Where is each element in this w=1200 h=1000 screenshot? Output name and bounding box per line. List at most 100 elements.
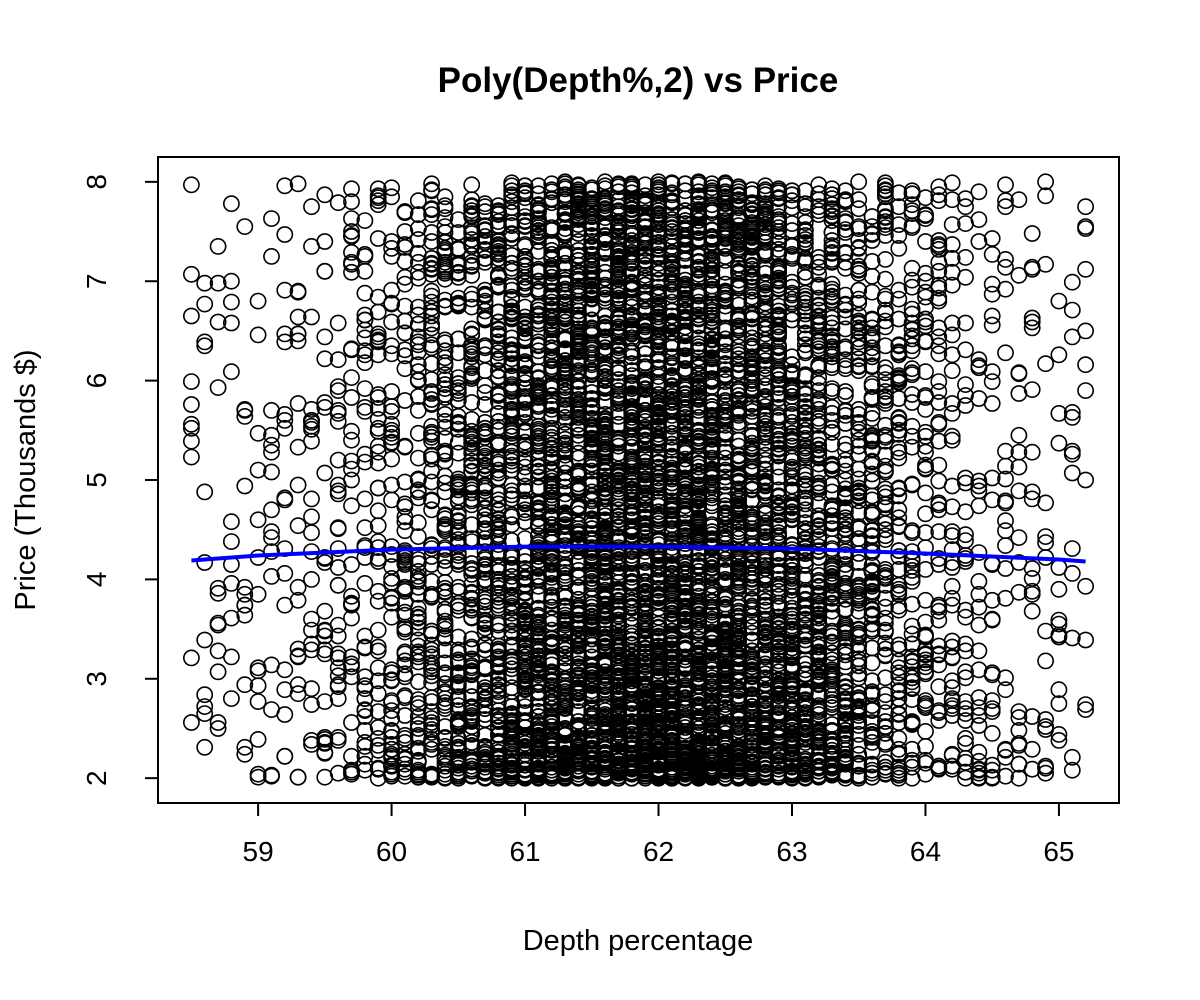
data-point <box>463 725 481 742</box>
data-point <box>276 706 294 723</box>
data-point <box>449 678 467 696</box>
data-point <box>396 297 414 315</box>
data-point <box>209 274 227 292</box>
data-point <box>343 471 360 489</box>
data-point <box>303 490 320 508</box>
data-point <box>449 641 467 659</box>
data-point <box>423 175 440 193</box>
data-point <box>343 587 360 605</box>
data-point <box>222 513 240 531</box>
data-point <box>182 415 200 433</box>
data-point <box>409 192 427 210</box>
data-point <box>409 573 427 590</box>
data-point <box>343 747 360 765</box>
data-point <box>463 320 481 338</box>
data-point <box>303 610 320 628</box>
data-point <box>343 452 360 470</box>
data-point <box>489 670 507 688</box>
data-point <box>329 764 347 782</box>
data-point <box>369 479 387 497</box>
data-point <box>263 568 280 585</box>
data-point <box>369 399 387 417</box>
data-point <box>316 186 334 204</box>
data-point <box>196 483 214 501</box>
data-point <box>249 585 267 603</box>
data-point <box>329 690 347 707</box>
data-point <box>303 198 320 216</box>
data-point <box>396 473 414 491</box>
data-point <box>489 327 507 345</box>
data-point <box>409 528 427 545</box>
data-point <box>263 463 280 481</box>
data-point <box>356 445 374 463</box>
data-point <box>356 519 374 537</box>
data-point <box>263 436 280 454</box>
data-point <box>236 606 254 624</box>
data-point <box>463 394 481 411</box>
data-point <box>436 297 454 315</box>
data-point <box>383 421 400 439</box>
data-point <box>396 730 414 747</box>
data-point <box>449 544 467 561</box>
data-point <box>343 648 360 666</box>
data-point <box>236 738 254 756</box>
data-point <box>409 605 427 623</box>
data-point <box>476 311 494 329</box>
data-point <box>463 365 481 383</box>
data-point <box>182 396 200 413</box>
data-point <box>409 514 427 532</box>
data-point <box>276 489 294 507</box>
data-point <box>276 325 294 343</box>
data-point <box>303 411 320 429</box>
data-point <box>436 405 454 423</box>
data-point <box>316 744 334 762</box>
data-point <box>209 714 227 731</box>
data-point <box>236 676 254 694</box>
data-point <box>476 384 494 401</box>
data-point <box>423 657 440 675</box>
data-point <box>209 720 227 737</box>
data-point <box>476 292 494 310</box>
data-point <box>222 272 240 290</box>
data-point <box>289 591 307 609</box>
data-point <box>249 292 267 310</box>
data-point <box>436 654 454 672</box>
data-point <box>276 177 294 195</box>
data-point <box>436 615 454 633</box>
points-layer <box>182 173 1094 787</box>
data-point <box>182 714 200 731</box>
data-point <box>423 233 440 250</box>
data-point <box>356 575 374 592</box>
data-point <box>436 664 454 682</box>
data-point <box>303 680 320 698</box>
data-point <box>196 698 214 715</box>
data-point <box>343 389 360 406</box>
data-point <box>329 576 347 594</box>
data-point <box>236 745 254 763</box>
data-point <box>369 642 387 660</box>
data-point <box>356 702 374 719</box>
data-point <box>289 476 307 494</box>
data-point <box>383 594 400 612</box>
data-point <box>409 489 427 507</box>
data-point <box>263 523 280 541</box>
data-point <box>182 176 200 194</box>
data-point <box>409 691 427 708</box>
data-point <box>436 253 454 271</box>
data-point <box>369 672 387 690</box>
data-point <box>329 540 347 557</box>
data-point <box>303 732 320 749</box>
data-point <box>316 549 334 566</box>
data-point <box>436 444 454 462</box>
data-point <box>356 490 374 508</box>
data-point <box>303 417 320 435</box>
data-point <box>383 450 400 468</box>
data-point <box>182 307 200 325</box>
data-point <box>196 686 214 704</box>
data-point <box>409 555 427 572</box>
data-point <box>249 511 267 529</box>
data-point <box>356 354 374 372</box>
data-point <box>249 461 267 479</box>
data-point <box>436 357 454 375</box>
data-point <box>383 179 400 197</box>
